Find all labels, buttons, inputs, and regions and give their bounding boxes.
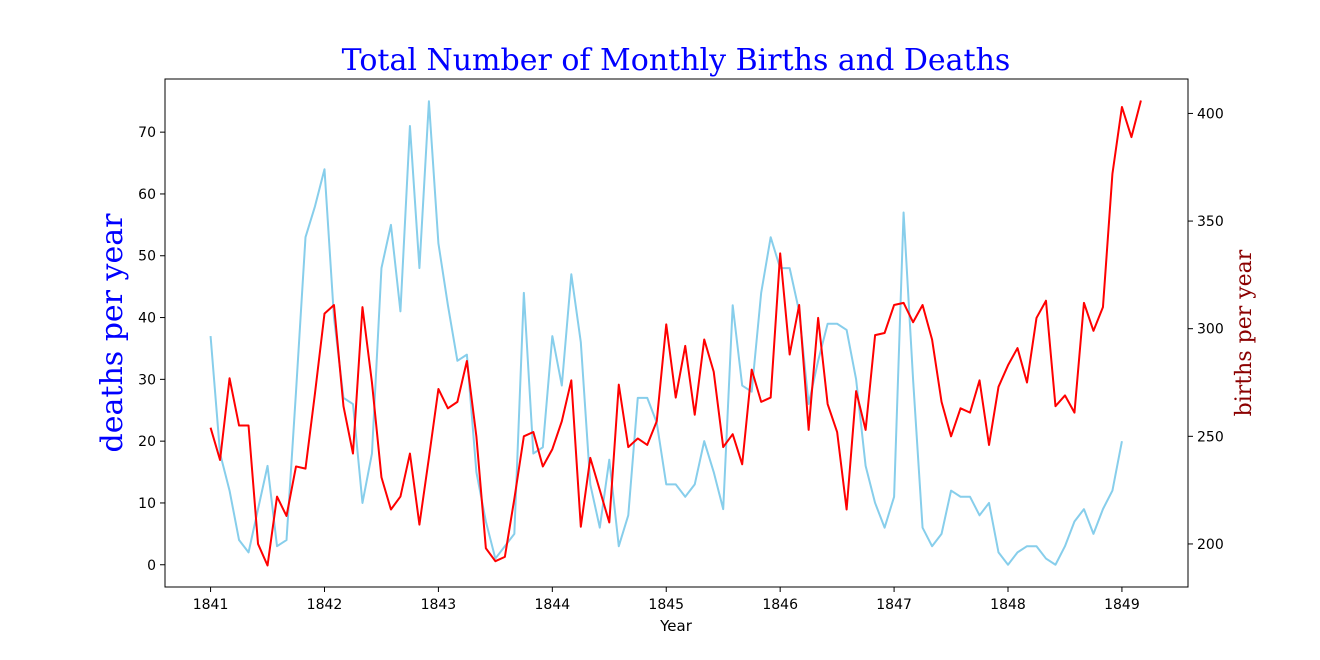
x-tick-label: 1841 bbox=[193, 597, 229, 613]
left-y-tick-label: 30 bbox=[138, 372, 156, 388]
left-y-tick-label: 70 bbox=[138, 125, 156, 141]
plot-area-border bbox=[164, 78, 1189, 588]
deaths-series-line bbox=[209, 100, 1123, 566]
left-y-tick-label: 50 bbox=[138, 249, 156, 265]
right-y-tick-label: 300 bbox=[1197, 322, 1224, 338]
left-y-tick-label: 40 bbox=[138, 311, 156, 327]
births-series-line bbox=[209, 100, 1142, 567]
right-y-tick-label: 200 bbox=[1197, 537, 1224, 553]
right-y-tick-label: 350 bbox=[1197, 214, 1224, 230]
right-y-axis-ticks: 200 250 300 350 400 bbox=[1188, 106, 1224, 553]
x-tick-label: 1846 bbox=[762, 597, 798, 613]
chart-title: Total Number of Monthly Births and Death… bbox=[342, 43, 1011, 78]
x-tick-label: 1845 bbox=[648, 597, 684, 613]
x-tick-label: 1842 bbox=[307, 597, 343, 613]
right-y-tick-label: 250 bbox=[1197, 429, 1224, 445]
left-y-tick-label: 10 bbox=[138, 496, 156, 512]
x-tick-label: 1848 bbox=[990, 597, 1026, 613]
plot-frame bbox=[164, 78, 1189, 588]
right-y-tick-label: 400 bbox=[1197, 106, 1224, 122]
x-tick-label: 1847 bbox=[876, 597, 912, 613]
left-y-tick-label: 0 bbox=[147, 558, 156, 574]
left-y-tick-label: 60 bbox=[138, 187, 156, 203]
x-tick-label: 1844 bbox=[535, 597, 571, 613]
left-y-axis-ticks: 0 10 20 30 40 50 60 70 bbox=[138, 125, 165, 574]
x-tick-label: 1849 bbox=[1104, 597, 1140, 613]
x-axis-ticks: 1841 1842 1843 1844 1845 1846 1847 1848 1849 bbox=[193, 587, 1140, 613]
x-tick-label: 1843 bbox=[421, 597, 457, 613]
x-axis-label: Year bbox=[659, 617, 693, 635]
right-y-axis-label: births per year bbox=[1232, 249, 1257, 416]
left-y-tick-label: 20 bbox=[138, 434, 156, 450]
left-y-axis-label: deaths per year bbox=[95, 213, 130, 453]
series-layer bbox=[209, 100, 1142, 567]
